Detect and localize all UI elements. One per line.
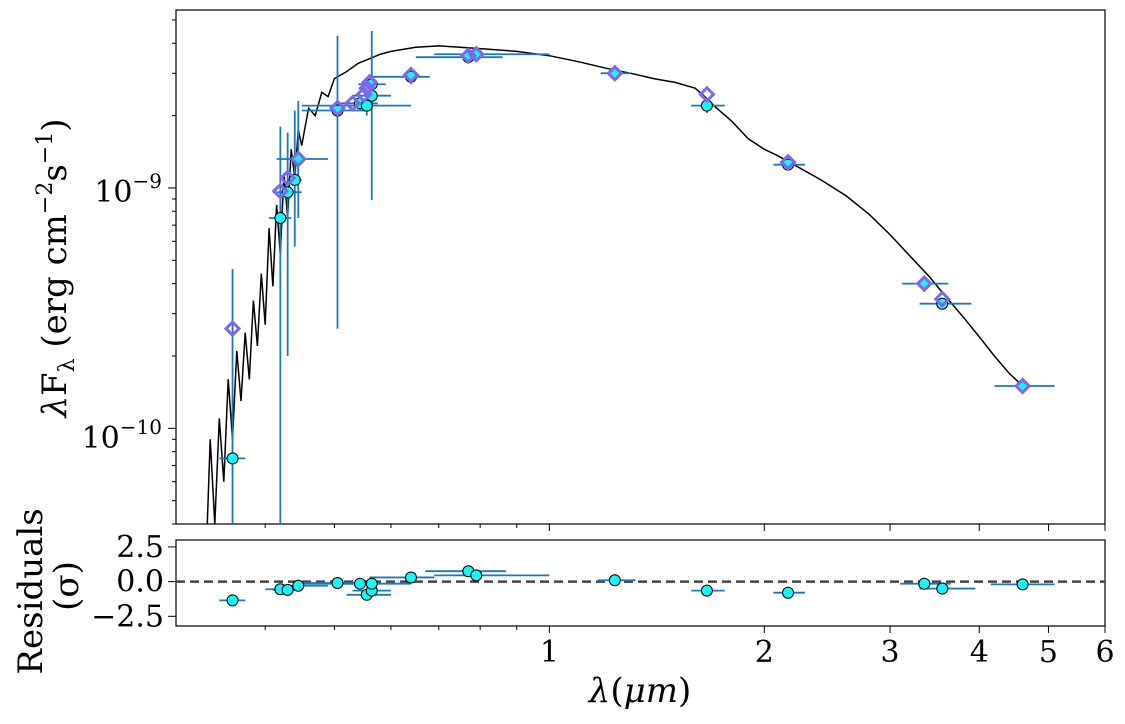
residual-point [365,577,378,590]
synthetic-point [933,290,951,308]
model-spectrum-line [206,45,1024,524]
residual-point [936,582,949,595]
residual-y-tick-label: 2.5 [116,530,164,565]
residual-y-tick-label: −2.5 [91,599,164,634]
top-y-axis-label: λFλ (erg cm−2s−1) [33,118,80,419]
observed-point [226,452,239,465]
synthetic-point [402,66,420,84]
x-tick-label: 2 [755,635,774,670]
synthetic-point [223,319,242,338]
x-tick-labels: 1 2 3 4 5 6 [540,635,1115,670]
ytick-label-1e-9: 10−9 [94,169,162,210]
x-tick-label: 4 [970,635,989,670]
synthetic-point [1013,377,1032,395]
x-tick-label: 1 [540,635,559,670]
synthetic-point [459,47,477,65]
ytick-label-1e-10: 10−10 [82,415,162,456]
synthetic-point [915,275,933,293]
residual-point [918,577,931,590]
residual-point [700,584,713,597]
residual-points [226,565,1029,607]
synthetic-point [343,94,362,112]
synthetic-point [779,153,797,171]
residual-point [782,586,795,599]
residual-point [226,594,239,607]
bottom-x-ticks [264,626,1106,633]
top-panel-frame [175,9,1106,525]
synthetic-point [698,85,716,104]
synthetic-points [223,45,1032,395]
synthetic-point [279,169,297,187]
residual-point [470,569,483,582]
residual-point [331,577,344,589]
synthetic-point [271,182,289,200]
x-tick-label: 3 [881,635,900,670]
residual-point [1016,578,1029,591]
x-axis-label: λ(μm) [587,671,691,711]
x-tick-label: 6 [1095,635,1114,670]
synthetic-point [360,73,379,91]
residual-y-tick-label: 0.0 [116,565,164,600]
residual-point [608,574,621,587]
top-x-ticks [264,524,1106,531]
bottom-panel-frame [175,539,1106,627]
synthetic-point [467,45,485,63]
synthetic-point [328,99,347,117]
x-tick-label: 5 [1039,635,1058,670]
residual-point [281,583,294,596]
synthetic-point [289,150,307,168]
residual-point [353,577,366,590]
residuals-y-axis-label: Residuals (σ) [11,497,87,674]
bottom-y-ticks [168,546,176,617]
observed-point [274,211,287,224]
bottom-y-tick-labels: 2.50.0−2.5 [91,530,164,634]
residual-point [404,571,417,584]
top-y-ticks [168,19,176,525]
synthetic-point [606,64,624,82]
residual-point [292,579,305,592]
